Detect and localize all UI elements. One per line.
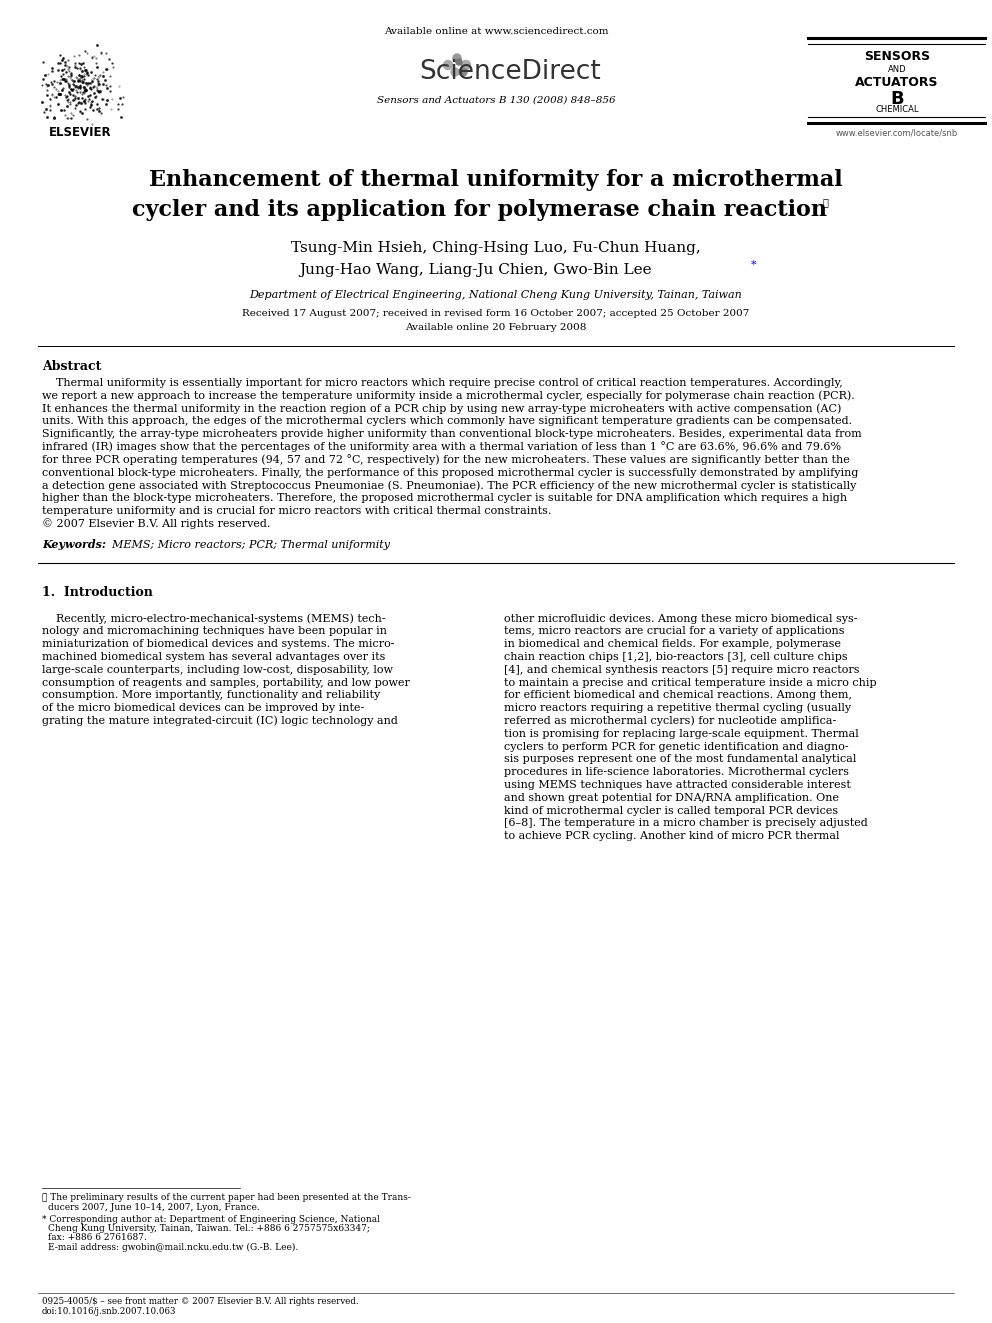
Text: CHEMICAL: CHEMICAL — [875, 106, 919, 115]
Text: sis purposes represent one of the most fundamental analytical: sis purposes represent one of the most f… — [504, 754, 856, 765]
Text: using MEMS techniques have attracted considerable interest: using MEMS techniques have attracted con… — [504, 781, 851, 790]
Text: cycler and its application for polymerase chain reaction: cycler and its application for polymeras… — [133, 198, 827, 221]
Text: procedures in life-science laboratories. Microthermal cyclers: procedures in life-science laboratories.… — [504, 767, 849, 777]
Text: other microfluidic devices. Among these micro biomedical sys-: other microfluidic devices. Among these … — [504, 614, 857, 623]
Text: Received 17 August 2007; received in revised form 16 October 2007; accepted 25 O: Received 17 August 2007; received in rev… — [242, 310, 750, 319]
Text: [4], and chemical synthesis reactors [5] require micro reactors: [4], and chemical synthesis reactors [5]… — [504, 664, 859, 675]
Text: Department of Electrical Engineering, National Cheng Kung University, Tainan, Ta: Department of Electrical Engineering, Na… — [250, 290, 742, 300]
Text: nology and micromachining techniques have been popular in: nology and micromachining techniques hav… — [42, 626, 387, 636]
Text: tems, micro reactors are crucial for a variety of applications: tems, micro reactors are crucial for a v… — [504, 626, 844, 636]
Text: © 2007 Elsevier B.V. All rights reserved.: © 2007 Elsevier B.V. All rights reserved… — [42, 519, 271, 529]
Text: Jung-Hao Wang, Liang-Ju Chien, Gwo-Bin Lee: Jung-Hao Wang, Liang-Ju Chien, Gwo-Bin L… — [300, 263, 653, 277]
Text: consumption. More importantly, functionality and reliability: consumption. More importantly, functiona… — [42, 691, 380, 700]
Text: to maintain a precise and critical temperature inside a micro chip: to maintain a precise and critical tempe… — [504, 677, 877, 688]
Text: 0925-4005/$ – see front matter © 2007 Elsevier B.V. All rights reserved.: 0925-4005/$ – see front matter © 2007 El… — [42, 1298, 359, 1307]
Text: Thermal uniformity is essentially important for micro reactors which require pre: Thermal uniformity is essentially import… — [42, 378, 843, 388]
Circle shape — [451, 67, 459, 75]
Text: Significantly, the array-type microheaters provide higher uniformity than conven: Significantly, the array-type microheate… — [42, 429, 862, 439]
Text: grating the mature integrated-circuit (IC) logic technology and: grating the mature integrated-circuit (I… — [42, 716, 398, 726]
Text: Available online at www.sciencedirect.com: Available online at www.sciencedirect.co… — [384, 28, 608, 37]
Text: we report a new approach to increase the temperature uniformity inside a microth: we report a new approach to increase the… — [42, 390, 855, 401]
Circle shape — [453, 54, 461, 62]
Text: ELSEVIER: ELSEVIER — [49, 126, 111, 139]
Text: Cheng Kung University, Tainan, Taiwan. Tel.: +886 6 2757575x63347;: Cheng Kung University, Tainan, Taiwan. T… — [48, 1224, 370, 1233]
Text: miniaturization of biomedical devices and systems. The micro-: miniaturization of biomedical devices an… — [42, 639, 395, 650]
Text: micro reactors requiring a repetitive thermal cycling (usually: micro reactors requiring a repetitive th… — [504, 703, 851, 713]
Text: * Corresponding author at: Department of Engineering Science, National: * Corresponding author at: Department of… — [42, 1215, 380, 1224]
Text: Keywords:: Keywords: — [42, 538, 106, 550]
Text: ★: ★ — [822, 198, 828, 208]
Text: of the micro biomedical devices can be improved by inte-: of the micro biomedical devices can be i… — [42, 704, 364, 713]
Text: tion is promising for replacing large-scale equipment. Thermal: tion is promising for replacing large-sc… — [504, 729, 859, 738]
Text: cyclers to perform PCR for genetic identification and diagno-: cyclers to perform PCR for genetic ident… — [504, 742, 848, 751]
Text: for efficient biomedical and chemical reactions. Among them,: for efficient biomedical and chemical re… — [504, 691, 852, 700]
Text: ducers 2007, June 10–14, 2007, Lyon, France.: ducers 2007, June 10–14, 2007, Lyon, Fra… — [48, 1203, 260, 1212]
Text: machined biomedical system has several advantages over its: machined biomedical system has several a… — [42, 652, 385, 662]
Text: conventional block-type microheaters. Finally, the performance of this proposed : conventional block-type microheaters. Fi… — [42, 467, 858, 478]
Circle shape — [443, 61, 452, 70]
Text: in biomedical and chemical fields. For example, polymerase: in biomedical and chemical fields. For e… — [504, 639, 841, 650]
Circle shape — [461, 61, 470, 70]
Text: units. With this approach, the edges of the microthermal cyclers which commonly : units. With this approach, the edges of … — [42, 417, 852, 426]
Text: Enhancement of thermal uniformity for a microthermal: Enhancement of thermal uniformity for a … — [149, 169, 843, 191]
Text: infrared (IR) images show that the percentages of the uniformity area with a the: infrared (IR) images show that the perce… — [42, 442, 841, 452]
Text: a detection gene associated with Streptococcus Pneumoniae (S. Pneumoniae). The P: a detection gene associated with Strepto… — [42, 480, 856, 491]
Text: *: * — [751, 261, 757, 270]
Text: referred as microthermal cyclers) for nucleotide amplifica-: referred as microthermal cyclers) for nu… — [504, 716, 836, 726]
Text: SENSORS: SENSORS — [864, 49, 930, 62]
Text: higher than the block-type microheaters. Therefore, the proposed microthermal cy: higher than the block-type microheaters.… — [42, 493, 847, 503]
Text: www.elsevier.com/locate/snb: www.elsevier.com/locate/snb — [836, 128, 958, 138]
Circle shape — [459, 67, 467, 75]
Text: Abstract: Abstract — [42, 360, 101, 373]
Text: Recently, micro-electro-mechanical-systems (MEMS) tech-: Recently, micro-electro-mechanical-syste… — [42, 614, 386, 624]
Text: ★ The preliminary results of the current paper had been presented at the Trans-: ★ The preliminary results of the current… — [42, 1193, 411, 1203]
Text: temperature uniformity and is crucial for micro reactors with critical thermal c: temperature uniformity and is crucial fo… — [42, 505, 552, 516]
Text: B: B — [890, 90, 904, 108]
Text: fax: +886 6 2761687.: fax: +886 6 2761687. — [48, 1233, 147, 1242]
Text: kind of microthermal cycler is called temporal PCR devices: kind of microthermal cycler is called te… — [504, 806, 838, 815]
Text: Tsung-Min Hsieh, Ching-Hsing Luo, Fu-Chun Huang,: Tsung-Min Hsieh, Ching-Hsing Luo, Fu-Chu… — [291, 241, 701, 255]
Text: chain reaction chips [1,2], bio-reactors [3], cell culture chips: chain reaction chips [1,2], bio-reactors… — [504, 652, 847, 662]
Text: E-mail address: gwobin@mail.ncku.edu.tw (G.-B. Lee).: E-mail address: gwobin@mail.ncku.edu.tw … — [48, 1242, 299, 1252]
Text: for three PCR operating temperatures (94, 57 and 72 °C, respectively) for the ne: for three PCR operating temperatures (94… — [42, 454, 850, 466]
Text: MEMS; Micro reactors; PCR; Thermal uniformity: MEMS; Micro reactors; PCR; Thermal unifo… — [105, 540, 390, 549]
Text: ScienceDirect: ScienceDirect — [420, 60, 601, 85]
Text: 1.  Introduction: 1. Introduction — [42, 586, 153, 599]
Circle shape — [456, 60, 462, 65]
Text: doi:10.1016/j.snb.2007.10.063: doi:10.1016/j.snb.2007.10.063 — [42, 1307, 177, 1316]
Text: It enhances the thermal uniformity in the reaction region of a PCR chip by using: It enhances the thermal uniformity in th… — [42, 404, 841, 414]
Text: consumption of reagents and samples, portability, and low power: consumption of reagents and samples, por… — [42, 677, 410, 688]
Text: [6–8]. The temperature in a micro chamber is precisely adjusted: [6–8]. The temperature in a micro chambe… — [504, 819, 868, 828]
Text: to achieve PCR cycling. Another kind of micro PCR thermal: to achieve PCR cycling. Another kind of … — [504, 831, 839, 841]
Text: Available online 20 February 2008: Available online 20 February 2008 — [406, 324, 586, 332]
Text: AND: AND — [888, 65, 907, 74]
Text: large-scale counterparts, including low-cost, disposability, low: large-scale counterparts, including low-… — [42, 664, 393, 675]
Text: ACTUATORS: ACTUATORS — [855, 75, 938, 89]
Text: Sensors and Actuators B 130 (2008) 848–856: Sensors and Actuators B 130 (2008) 848–8… — [377, 95, 615, 105]
Text: and shown great potential for DNA/RNA amplification. One: and shown great potential for DNA/RNA am… — [504, 792, 839, 803]
